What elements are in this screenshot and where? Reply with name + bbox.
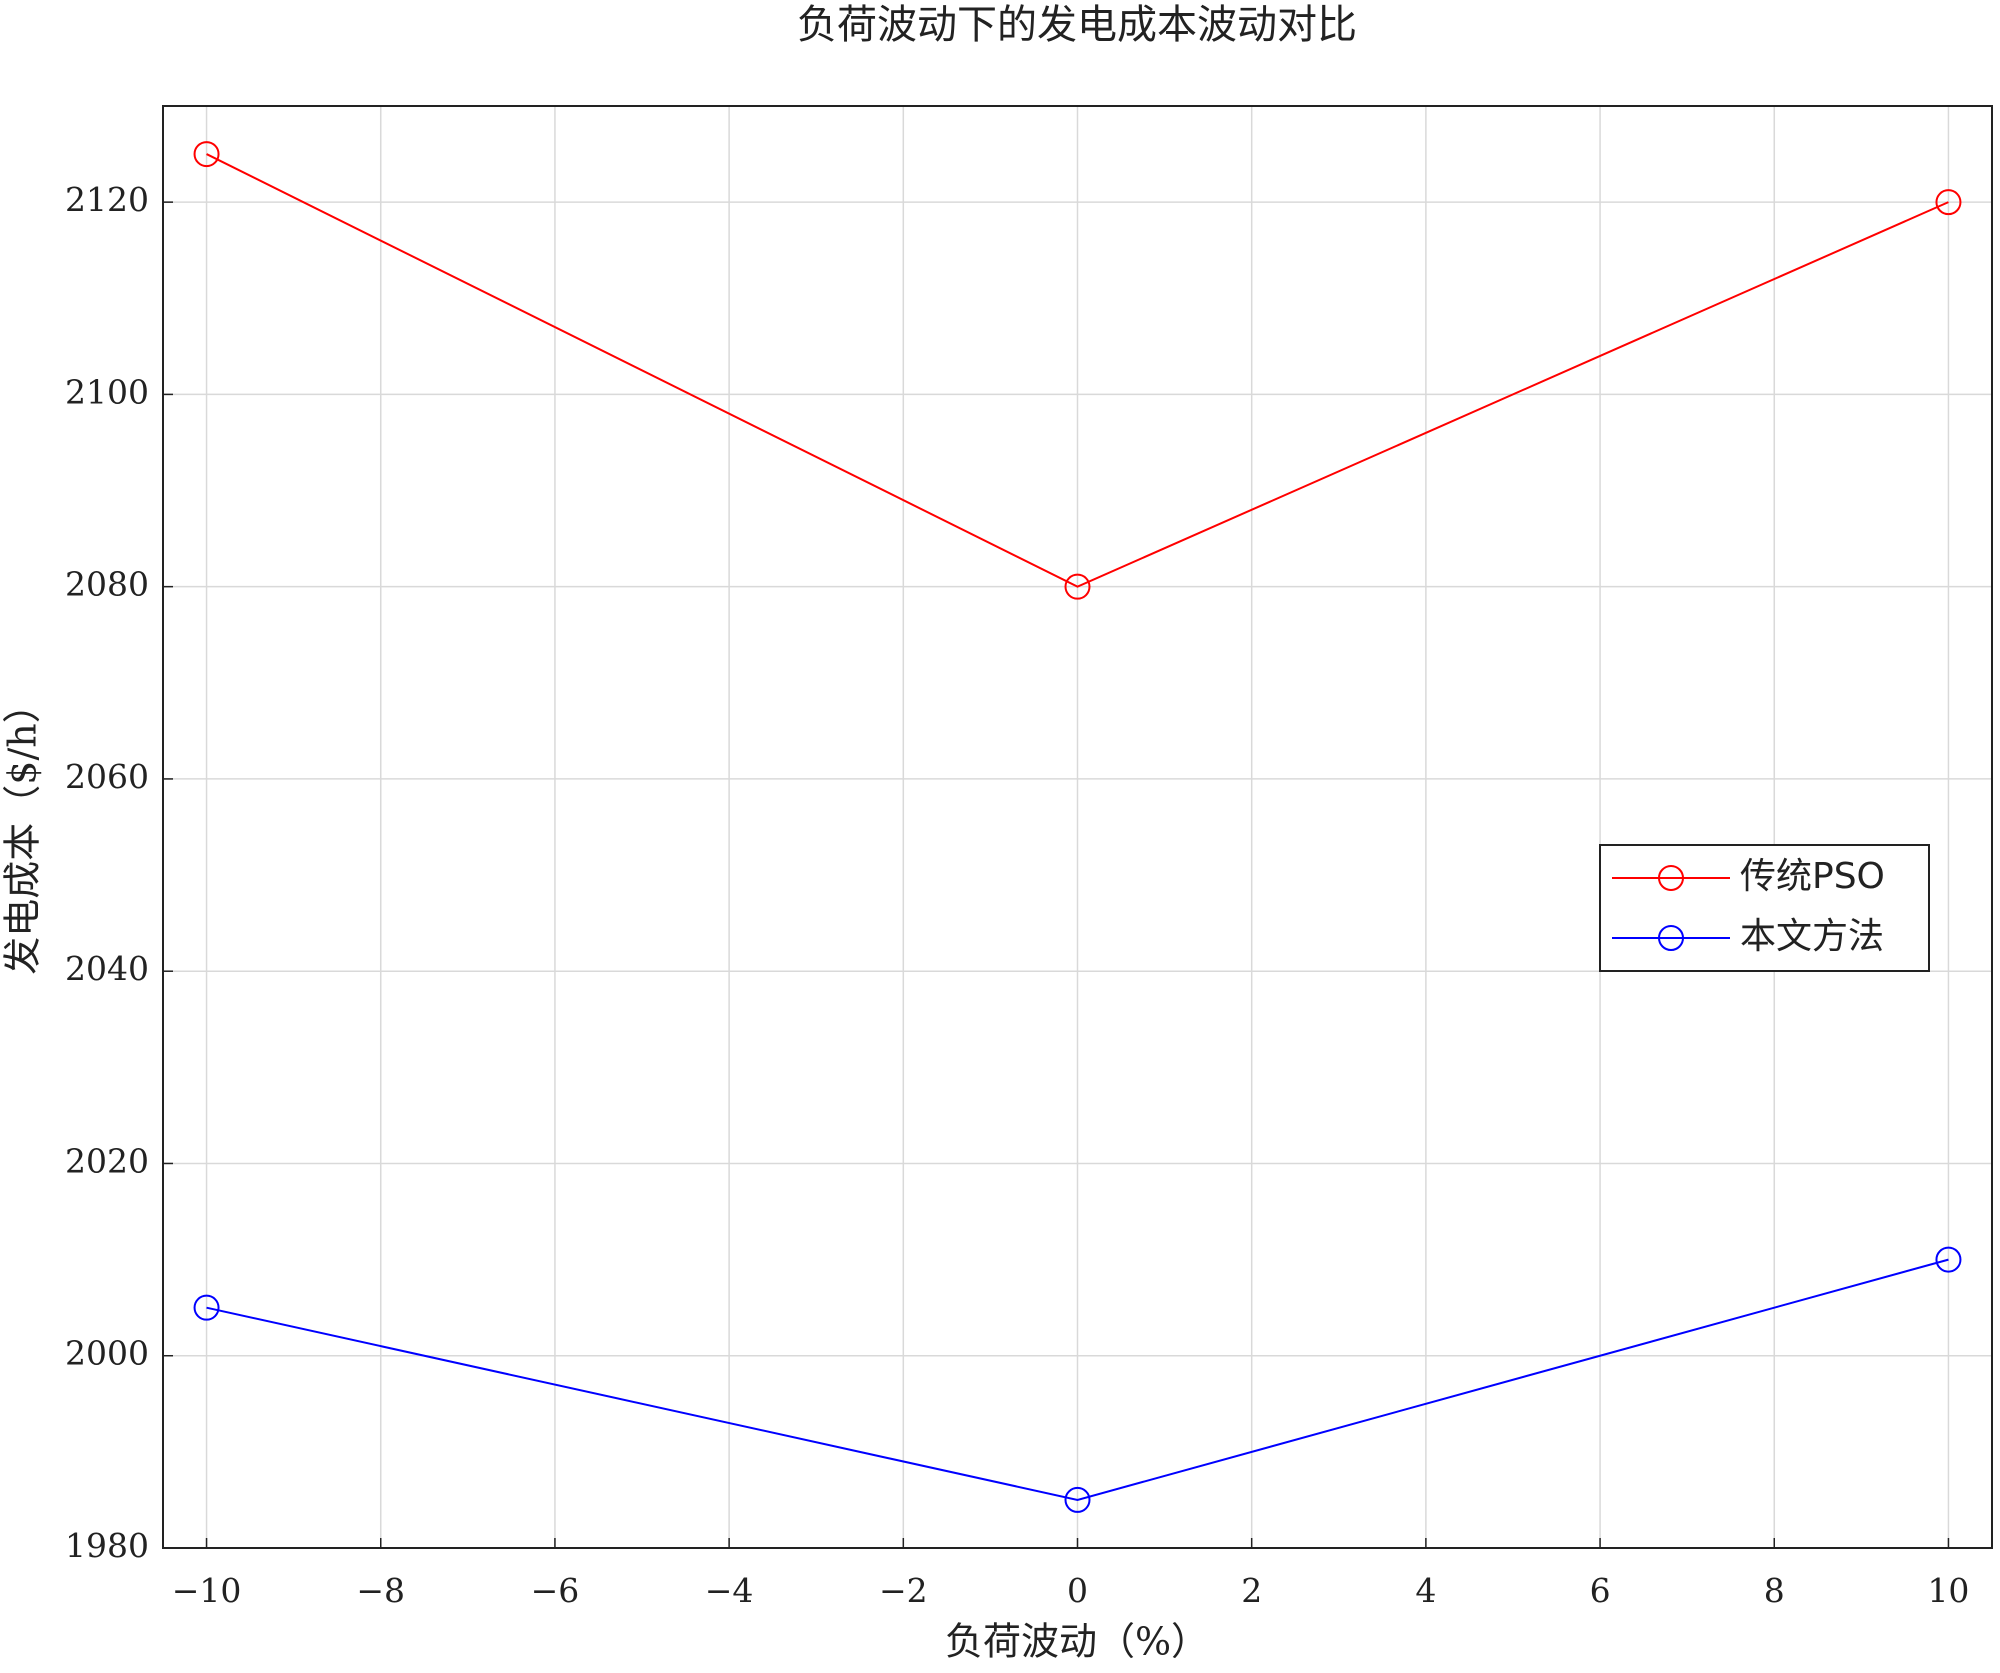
series-line: [206, 1258, 1949, 1501]
data-point: [1935, 1246, 1962, 1273]
data-point: [193, 141, 220, 168]
legend-marker: [1658, 925, 1684, 951]
data-point: [193, 1294, 220, 1321]
series-line: [206, 153, 1949, 588]
x-tick-label: −6: [531, 1571, 580, 1610]
y-tick-label: 2060: [65, 757, 149, 796]
legend-marker: [1658, 865, 1684, 891]
x-tick-label: 0: [1067, 1571, 1088, 1610]
x-tick-label: −2: [879, 1571, 928, 1610]
x-tick-label: −4: [705, 1571, 754, 1610]
y-tick-label: 2020: [65, 1141, 149, 1180]
data-point: [1064, 1486, 1091, 1513]
x-tick-label: 6: [1590, 1571, 1611, 1610]
x-axis-label: 负荷波动（%）: [945, 1620, 1209, 1664]
legend-box: [1599, 844, 1930, 972]
y-tick-label: 1980: [65, 1526, 149, 1565]
data-point: [1935, 189, 1962, 216]
x-tick-label: 10: [1927, 1571, 1969, 1610]
legend-label: 传统PSO: [1740, 856, 1885, 897]
x-tick-label: 4: [1415, 1571, 1436, 1610]
y-tick-label: 2100: [65, 372, 149, 411]
y-tick-label: 2080: [65, 565, 149, 604]
y-axis-label: 发电成本（$/h）: [1, 685, 45, 974]
y-tick-label: 2120: [65, 180, 149, 219]
x-tick-label: 2: [1241, 1571, 1262, 1610]
legend: 传统PSO 本文方法: [1599, 844, 1930, 972]
y-tick-label: 2040: [65, 949, 149, 988]
legend-label: 本文方法: [1740, 916, 1884, 957]
y-tick-label: 2000: [65, 1334, 149, 1373]
data-point: [1064, 573, 1091, 600]
chart-title: 负荷波动下的发电成本波动对比: [797, 2, 1357, 48]
plot-frame: [162, 105, 1993, 1549]
x-tick-label: −8: [356, 1571, 405, 1610]
x-tick-label: −10: [172, 1571, 242, 1610]
x-tick-label: 8: [1764, 1571, 1785, 1610]
